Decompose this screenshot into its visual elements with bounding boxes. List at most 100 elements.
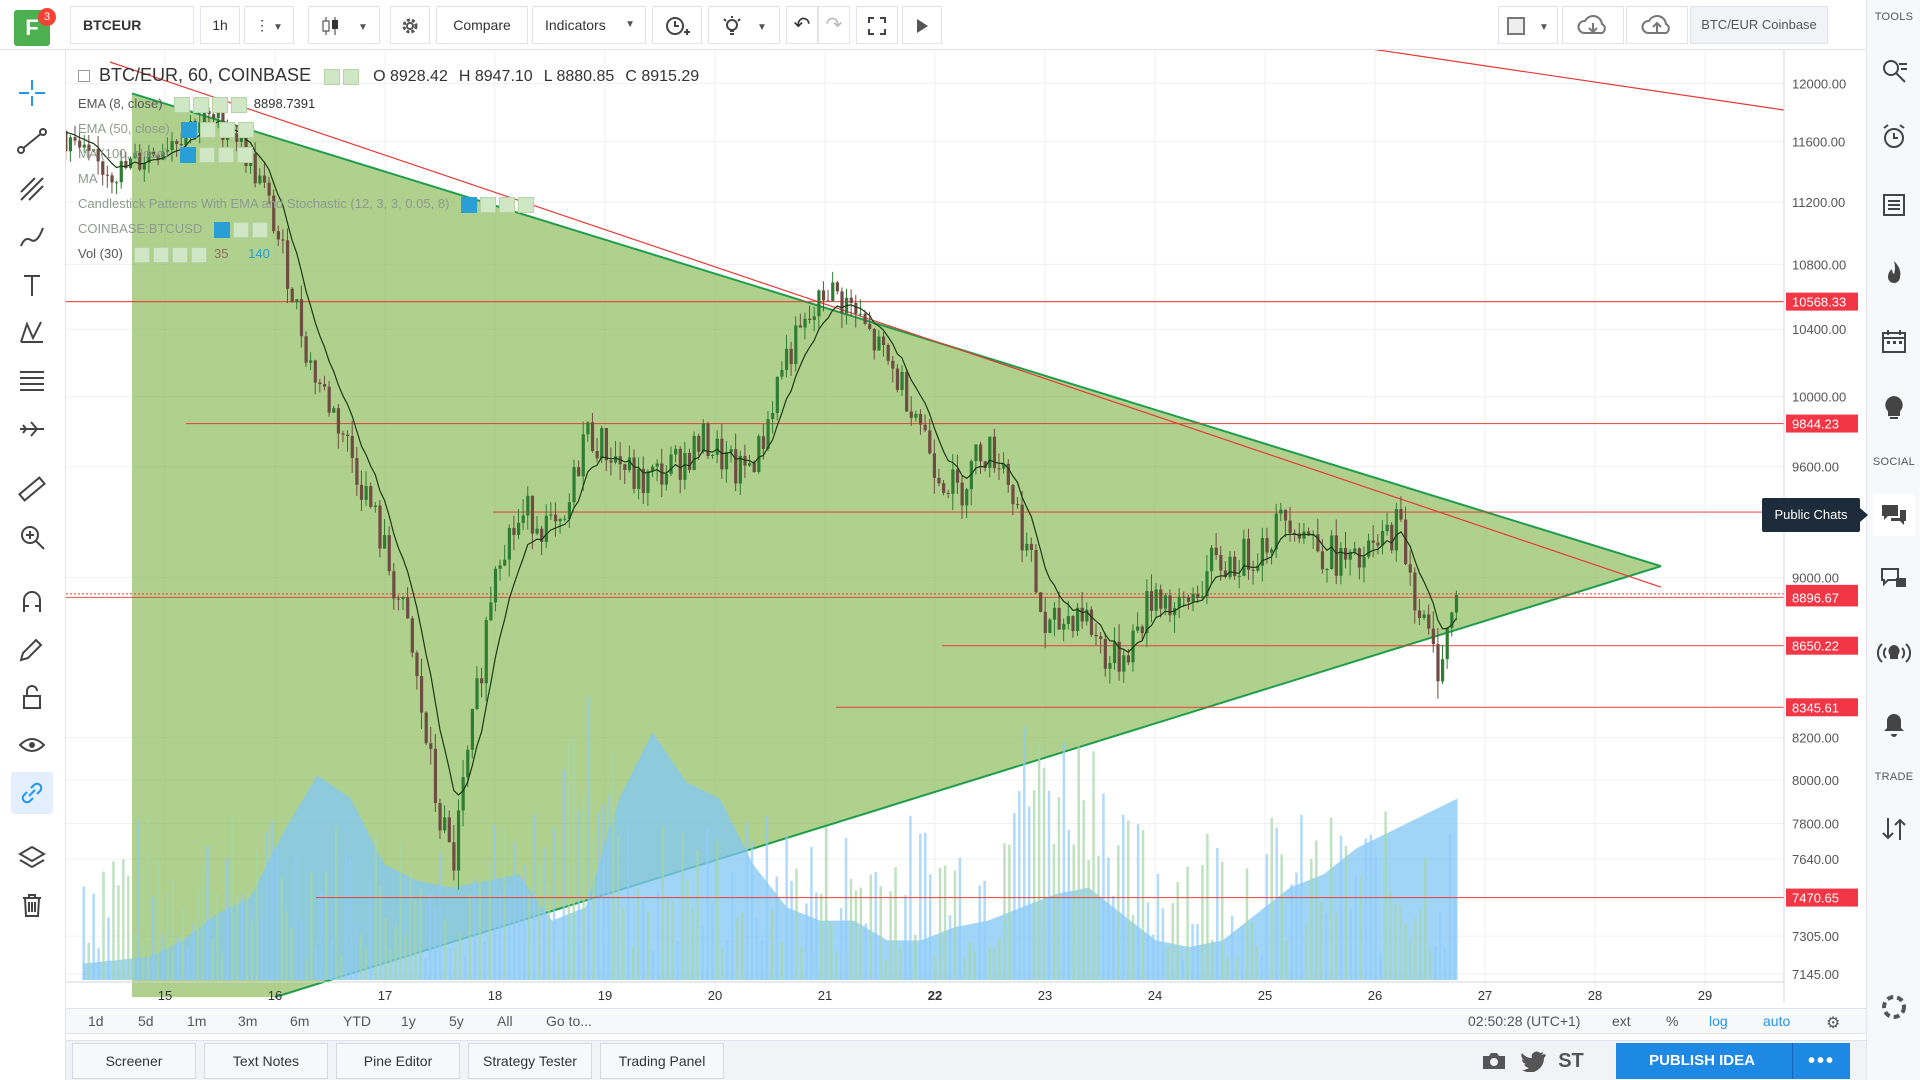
ideas-stream-button[interactable] xyxy=(1873,388,1915,430)
remove-drawings-tool[interactable] xyxy=(11,884,53,926)
legend-actions[interactable] xyxy=(181,121,257,138)
watchlist-button[interactable] xyxy=(1873,50,1915,92)
range-3m[interactable]: 3m xyxy=(238,1013,258,1029)
stay-drawing-tool[interactable] xyxy=(11,628,53,670)
brush-tool[interactable] xyxy=(11,216,53,258)
settings-button[interactable] xyxy=(390,6,430,44)
candle-body xyxy=(235,133,239,142)
snapshot-button[interactable] xyxy=(1479,1047,1509,1075)
pattern-tool[interactable] xyxy=(11,312,53,354)
go-to-date[interactable]: Go to... xyxy=(546,1013,592,1029)
symbol-input[interactable]: BTCEUR xyxy=(70,6,194,44)
range-1m[interactable]: 1m xyxy=(187,1013,207,1029)
magnet-tool[interactable] xyxy=(11,580,53,622)
undo-button[interactable]: ↶ xyxy=(786,6,818,44)
stocktwits-button[interactable]: ST xyxy=(1558,1049,1584,1072)
lock-drawings-tool[interactable] xyxy=(11,676,53,718)
legend-actions[interactable] xyxy=(461,196,537,213)
tab-pine-editor[interactable]: Pine Editor xyxy=(336,1043,460,1079)
trend-line-tool[interactable] xyxy=(11,120,53,162)
triangle-pattern-fill[interactable] xyxy=(132,93,1661,998)
collapse-icon[interactable] xyxy=(78,70,90,83)
alert-button[interactable] xyxy=(652,6,702,44)
crosshair-tool[interactable] xyxy=(11,72,53,114)
legend-actions[interactable] xyxy=(174,96,250,113)
private-chats-button[interactable] xyxy=(1873,558,1915,600)
clock-time[interactable]: 02:50:28 (UTC+1) xyxy=(1468,1013,1581,1029)
layout-button[interactable]: ▼ xyxy=(1498,6,1558,44)
public-chats-button[interactable] xyxy=(1873,494,1915,536)
triangle-upper-line[interactable] xyxy=(131,92,1662,568)
forecast-tool[interactable] xyxy=(11,408,53,450)
candle-patterns-legend[interactable]: Candlestick Patterns With EMA and Stocha… xyxy=(78,196,537,213)
extended-hours-toggle[interactable]: ext xyxy=(1612,1013,1631,1029)
symbol-title[interactable]: BTC/EUR, 60, COINBASE xyxy=(99,65,312,85)
volume-bar xyxy=(587,696,590,980)
legend-actions[interactable] xyxy=(134,246,210,263)
price-chart[interactable]: 12000.00 11600.00 11200.00 10800.00 10400.00… xyxy=(66,50,1866,1050)
upper-trend-line[interactable] xyxy=(1324,50,1785,111)
list-icon xyxy=(1883,194,1905,216)
interval-dropdown[interactable]: ⋮ ▼ xyxy=(244,6,294,44)
tab-screener[interactable]: Screener xyxy=(72,1043,196,1079)
ideas-button[interactable]: ▼ xyxy=(708,6,780,44)
tab-trading-panel[interactable]: Trading Panel xyxy=(600,1043,724,1079)
replay-button[interactable] xyxy=(902,6,942,44)
chart-canvas[interactable]: 12000.00 11600.00 11200.00 10800.00 10400.00… xyxy=(66,50,1866,1008)
text-tool[interactable] xyxy=(11,264,53,306)
chart-type-button[interactable]: ▼ xyxy=(308,6,380,44)
auto-scale-toggle[interactable]: auto xyxy=(1763,1013,1791,1029)
redo-button[interactable]: ↷ xyxy=(818,6,850,44)
pitchfork-tool[interactable] xyxy=(11,168,53,210)
downtrend-line[interactable] xyxy=(109,61,1662,588)
fullscreen-button[interactable] xyxy=(856,6,898,44)
volume-legend[interactable]: Vol (30) 35 140 xyxy=(78,246,270,263)
hotlists-button[interactable] xyxy=(1873,252,1915,294)
more-options-icon[interactable]: ••• xyxy=(1792,1043,1850,1079)
ma100-legend[interactable]: MA (100, close) xyxy=(78,146,256,163)
tab-text-notes[interactable]: Text Notes xyxy=(204,1043,328,1079)
compare-button[interactable]: Compare xyxy=(436,6,528,44)
sync-drawings-tool[interactable] xyxy=(11,772,53,814)
alerts-button[interactable] xyxy=(1873,116,1915,158)
tweet-button[interactable] xyxy=(1518,1047,1548,1075)
legend-actions[interactable] xyxy=(179,146,256,163)
legend-actions[interactable] xyxy=(324,66,362,87)
calendar-button[interactable] xyxy=(1873,320,1915,362)
zoom-tool[interactable] xyxy=(11,516,53,558)
object-tree-tool[interactable] xyxy=(11,836,53,878)
volume-bar xyxy=(953,870,957,980)
hide-drawings-tool[interactable] xyxy=(11,724,53,766)
ma-legend[interactable]: MA xyxy=(78,171,98,186)
interval-button[interactable]: 1h xyxy=(200,6,240,44)
ema8-legend[interactable]: EMA (8, close) 8898.7391 xyxy=(78,96,315,113)
ema50-legend[interactable]: EMA (50, close) xyxy=(78,121,257,138)
help-button[interactable] xyxy=(1873,986,1915,1028)
log-scale-toggle[interactable]: log xyxy=(1709,1013,1728,1029)
range-1y[interactable]: 1y xyxy=(401,1013,416,1029)
range-all[interactable]: All xyxy=(497,1013,513,1029)
data-window-button[interactable] xyxy=(1873,184,1915,226)
range-5d[interactable]: 5d xyxy=(138,1013,154,1029)
chart-name[interactable]: BTC/EUR Coinbase xyxy=(1690,6,1828,44)
publish-idea-button[interactable]: PUBLISH IDEA ••• xyxy=(1616,1043,1850,1079)
load-layout-button[interactable] xyxy=(1562,6,1624,44)
ruler-tool[interactable] xyxy=(11,468,53,510)
candle-body xyxy=(1246,538,1251,570)
notifications-button[interactable] xyxy=(1873,704,1915,746)
dom-button[interactable] xyxy=(1873,808,1915,850)
save-layout-button[interactable] xyxy=(1626,6,1688,44)
volume-bar xyxy=(359,934,363,980)
percent-scale-toggle[interactable]: % xyxy=(1666,1013,1679,1029)
btcusd-legend[interactable]: COINBASE:BTCUSD xyxy=(78,221,271,238)
streams-button[interactable] xyxy=(1873,632,1915,674)
scale-settings-icon[interactable]: ⚙ xyxy=(1826,1015,1841,1032)
legend-actions[interactable] xyxy=(213,221,271,238)
fib-tool[interactable] xyxy=(11,360,53,402)
range-6m[interactable]: 6m xyxy=(290,1013,310,1029)
indicators-button[interactable]: Indicators ▼ xyxy=(532,6,646,44)
range-ytd[interactable]: YTD xyxy=(343,1013,371,1029)
range-5y[interactable]: 5y xyxy=(449,1013,464,1029)
tab-strategy-tester[interactable]: Strategy Tester xyxy=(468,1043,592,1079)
range-1d[interactable]: 1d xyxy=(88,1013,104,1029)
